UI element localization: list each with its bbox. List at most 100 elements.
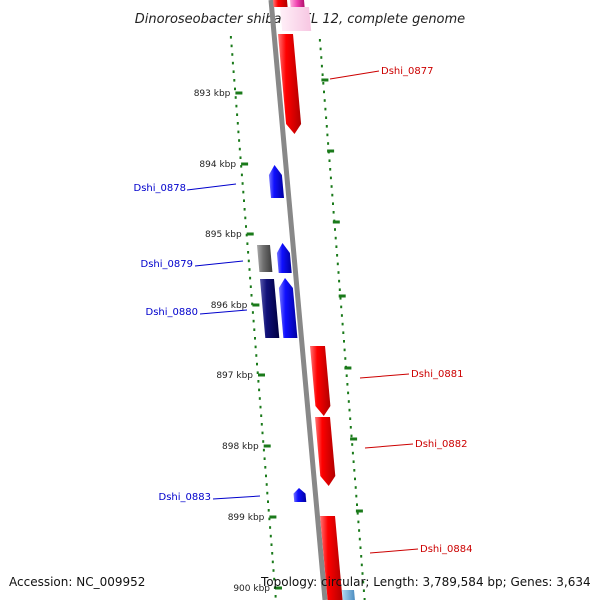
kbp-tick (275, 586, 282, 590)
ruler-dot (238, 139, 241, 142)
gene-partial-top-red[interactable] (273, 0, 288, 7)
ruler-dot (335, 245, 338, 248)
gene-dshi-0884[interactable] (320, 516, 343, 600)
kbp-tick-label: 900 kbp (233, 584, 270, 594)
ruler-dot (231, 53, 234, 56)
ruler-dot (324, 107, 327, 111)
gene-dshi-0877[interactable] (278, 34, 302, 134)
ruler-dot (269, 534, 272, 538)
ruler-dot (251, 302, 254, 306)
ruler-dot (328, 159, 331, 162)
ruler-tick (321, 78, 329, 82)
ruler-dot (330, 185, 333, 188)
ruler-dot (320, 56, 323, 59)
ruler-dot (343, 348, 346, 352)
ruler-dot (358, 529, 361, 532)
ruler-dot (260, 414, 263, 417)
gene-unlabeled-navy[interactable] (260, 279, 280, 338)
ruler-dot (358, 537, 361, 541)
ruler-dot (233, 79, 236, 82)
ruler-dot (231, 61, 234, 65)
ruler-dot (329, 168, 332, 171)
ruler-dot (323, 99, 326, 102)
ruler-dot (230, 44, 233, 48)
ruler-dot (343, 340, 345, 343)
gene-dshi-0883[interactable] (293, 488, 307, 502)
ruler-dot (242, 190, 245, 194)
ruler-dot (351, 443, 354, 446)
ruler-dot (270, 543, 273, 546)
ruler-dot (253, 328, 256, 331)
ruler-dot (269, 526, 272, 529)
kbp-tick-label: 896 kbp (211, 301, 248, 311)
ruler-dot (274, 595, 277, 598)
ruler-dot (320, 64, 323, 68)
ruler-dot (346, 383, 349, 386)
accession-text: Accession: NC_009952 (9, 575, 146, 589)
ruler-dot (354, 477, 356, 481)
ruler-dot (337, 271, 340, 274)
gene-dshi-0882[interactable] (315, 417, 336, 486)
ruler-dot (334, 228, 336, 231)
gene-partial-top-lightpink[interactable] (280, 7, 312, 31)
gene-label[interactable]: Dshi_0880 (146, 307, 198, 318)
gene-leader-line (186, 183, 237, 191)
ruler-dot (325, 125, 328, 128)
ruler-dot (356, 503, 358, 506)
gene-label[interactable]: Dshi_0877 (381, 66, 433, 77)
ruler-dot (341, 322, 344, 326)
ruler-dot (229, 36, 232, 39)
gene-dshi-0879[interactable] (276, 243, 292, 273)
ruler-dot (340, 314, 343, 317)
gene-dshi-0880[interactable] (278, 278, 298, 338)
ruler-dot (238, 147, 241, 151)
gene-label[interactable]: Dshi_0881 (411, 369, 463, 380)
ruler-dot (232, 70, 235, 73)
ruler-dot (249, 285, 252, 288)
ruler-tick (350, 437, 358, 441)
ruler-dot (241, 182, 244, 185)
ruler-dot (259, 405, 262, 409)
ruler-dot (351, 451, 354, 455)
ruler-dot (252, 319, 255, 323)
ruler-dot (344, 357, 347, 360)
ruler-tick (338, 294, 346, 298)
kbp-tick (258, 373, 265, 377)
ruler-dot (347, 391, 350, 395)
ruler-dot (250, 294, 253, 297)
ruler-dot (258, 397, 261, 400)
ruler-dot (264, 466, 267, 469)
kbp-tick (235, 91, 243, 95)
gene-labels: Dshi_0877 Dshi_0878 Dshi_0879 Dshi_0880 Dshi… (134, 66, 473, 555)
ruler-dot (234, 96, 237, 99)
ruler-dot (336, 262, 339, 266)
ruler-dot (321, 73, 324, 76)
ruler-dot (357, 520, 360, 524)
gene-partial-top-pink[interactable] (290, 0, 305, 7)
ruler-dot (363, 598, 366, 600)
ruler-dot (263, 457, 266, 460)
ruler-dot (265, 483, 268, 486)
gene-partial-bottom-lightblue[interactable] (342, 590, 355, 600)
ruler-dot (257, 380, 260, 383)
ruler-dot (272, 569, 275, 572)
gene-label[interactable]: Dshi_0882 (415, 439, 467, 450)
gene-dshi-0881[interactable] (310, 346, 331, 416)
gene-leader-line (212, 495, 261, 500)
ruler-dot (244, 216, 247, 220)
gene-label[interactable]: Dshi_0879 (141, 259, 193, 270)
ruler-dot (342, 331, 345, 334)
gene-track[interactable] (257, 0, 355, 600)
gene-label[interactable]: Dshi_0878 (134, 183, 186, 194)
ruler-dot (350, 434, 353, 438)
gene-leader-line (194, 260, 244, 267)
gene-dshi-0878[interactable] (268, 165, 284, 198)
ruler-dot (243, 208, 246, 211)
gene-leader-line (199, 309, 248, 315)
gene-label[interactable]: Dshi_0883 (159, 492, 211, 503)
gene-leader-line (329, 70, 380, 80)
ruler-dot (331, 193, 334, 197)
gene-label[interactable]: Dshi_0884 (420, 544, 472, 555)
gene-unlabeled-gray[interactable] (257, 245, 273, 272)
